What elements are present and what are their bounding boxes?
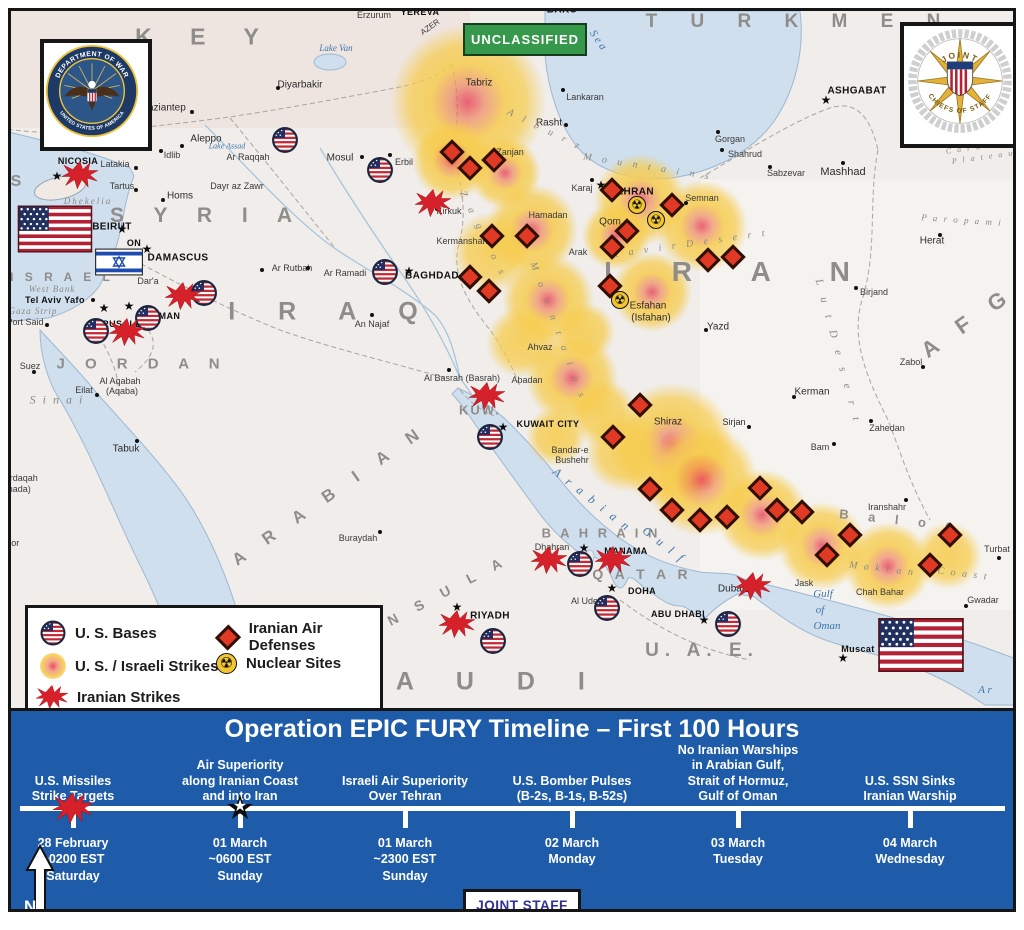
jcs-ring-top-text: JOINT — [939, 50, 978, 65]
timeline-tick — [907, 811, 913, 828]
timeline-event-label-line: Gulf of Oman — [698, 789, 778, 804]
timeline-tick — [402, 811, 408, 828]
timeline-event-date-line: ~0200 EST — [41, 852, 105, 867]
timeline-event-label-line: U.S. Missiles — [34, 773, 112, 788]
timeline-tick — [735, 811, 741, 828]
department-of-war-seal: DEPARTMENT OF WAR UNITED STATES OF AMERI… — [40, 39, 152, 151]
timeline-event-date: 01 March ~0600 EST Sunday — [209, 835, 272, 884]
timeline-event-date-line: ~0600 EST — [208, 852, 272, 867]
legend-label: Iranian Strikes — [77, 688, 181, 706]
timeline-event-date-line: 01 March — [377, 836, 433, 850]
unclassified-banner: UNCLASSIFIED — [463, 23, 587, 56]
timeline-event-date-line: Saturday — [46, 868, 100, 883]
timeline-title: Operation EPIC FURY Timeline – First 100… — [224, 715, 800, 743]
legend-label: Nuclear Sites — [246, 655, 342, 672]
timeline-event-label-line: No Iranian Warships — [677, 742, 799, 757]
timeline-event-date: 28 February ~0200 EST Saturday — [38, 835, 109, 884]
timeline-event-date-line: ~2300 EST — [373, 852, 437, 867]
timeline-panel: Operation EPIC FURY Timeline – First 100… — [11, 708, 1013, 912]
legend-item-air-defenses: Iranian Air Defenses — [214, 620, 380, 654]
legend-item-iranian-strikes: Iranian Strikes — [36, 684, 180, 708]
timeline-tick — [237, 811, 243, 828]
timeline-tick — [569, 811, 575, 828]
timeline-burst-icon — [53, 791, 93, 825]
stage: ErzurumYEREVABAKUT U R K M E NK E YLake … — [11, 11, 1013, 912]
timeline-tick — [70, 811, 76, 828]
timeline-event-date-line: Sunday — [382, 868, 428, 883]
us-base-icon — [40, 620, 66, 646]
map-geography — [11, 11, 1013, 706]
iranian-air-defense-icon — [214, 623, 241, 651]
iranian-strike-icon — [36, 684, 68, 708]
nuclear-site-icon: ☢ — [216, 653, 237, 674]
joint-chiefs-seal-icon: JOINT CHIEFS OF STAFF — [907, 28, 1013, 134]
timeline-event-label-line: Iranian Warship — [863, 789, 957, 804]
timeline-event-date: 01 March ~2300 EST Sunday — [374, 835, 437, 884]
timeline-event-date-line: Tuesday — [713, 852, 763, 867]
joint-chiefs-seal: JOINT CHIEFS OF STAFF — [900, 22, 1013, 148]
timeline-event-label-line: U.S. Bomber Pulses — [512, 773, 632, 788]
timeline-event-date: 04 March Wednesday — [875, 835, 944, 868]
legend-label: U. S. Bases — [75, 624, 157, 642]
department-of-war-seal-icon: DEPARTMENT OF WAR UNITED STATES OF AMERI… — [45, 44, 139, 138]
timeline-event-label-line: and into Iran — [202, 789, 278, 804]
timeline-event-label-line: U.S. SSN Sinks — [864, 773, 956, 788]
timeline-event-label-line: Israeli Air Superiority — [342, 773, 468, 788]
joint-staff-label: JOINT STAFF — [476, 897, 568, 912]
timeline-event-date: 03 March Tuesday — [711, 835, 765, 868]
timeline-event-date-line: 03 March — [710, 836, 766, 850]
timeline-event-label: U.S. Bomber Pulses (B-2s, B-1s, B-52s) — [513, 774, 632, 805]
map-area: ErzurumYEREVABAKUT U R K M E NK E YLake … — [11, 11, 1013, 708]
timeline-event-date-line: Wednesday — [875, 852, 945, 867]
timeline-event-date-line: Monday — [548, 852, 596, 867]
legend-item-us-bases: U. S. Bases — [40, 620, 157, 646]
timeline-star-icon: ★ — [224, 789, 256, 827]
timeline-event-label-line: Air Superiority — [196, 758, 284, 773]
timeline-event-label-line: along Iranian Coast — [182, 773, 298, 788]
timeline-event-date-line: 01 March — [212, 836, 268, 850]
map-legend: U. S. Bases U. S. / Israeli Strikes Iran… — [25, 605, 383, 708]
timeline-event-label: Israeli Air Superiority Over Tehran — [342, 774, 468, 805]
legend-item-us-israeli-strikes: U. S. / Israeli Strikes — [40, 653, 218, 679]
timeline-event-label: U.S. SSN Sinks Iranian Warship — [863, 774, 956, 805]
timeline-event-label-line: (B-2s, B-1s, B-52s) — [516, 789, 628, 804]
legend-label: U. S. / Israeli Strikes — [75, 657, 219, 675]
legend-label: Iranian Air Defenses — [248, 620, 323, 654]
timeline-event-label: No Iranian Warships in Arabian Gulf, Strai… — [678, 743, 798, 806]
timeline-event-date-line: Sunday — [217, 868, 263, 883]
joint-staff-badge: JOINT STAFF — [463, 889, 581, 912]
timeline-event-date-line: 28 February — [37, 836, 109, 850]
legend-item-nuclear-sites: ☢ Nuclear Sites — [216, 653, 341, 674]
timeline-event-date-line: 04 March — [882, 836, 938, 850]
timeline-event-label-line: in Arabian Gulf, — [691, 758, 785, 773]
timeline-axis — [20, 806, 1005, 811]
timeline-event-label-line: Strait of Hormuz, — [687, 773, 789, 788]
north-arrow-icon — [25, 844, 55, 909]
timeline-star-inner-icon: ★ — [232, 798, 248, 815]
timeline-event-date-line: 02 March — [544, 836, 600, 850]
us-israeli-strike-icon — [40, 653, 66, 679]
svg-text:JOINT: JOINT — [939, 50, 980, 65]
timeline-event-label: Air Superiority along Iranian Coast and in… — [182, 758, 298, 805]
timeline-event-label-line: Over Tehran — [368, 789, 442, 804]
timeline-event-date: 02 March Monday — [545, 835, 599, 868]
north-label: N — [24, 897, 37, 912]
map-frame: ErzurumYEREVABAKUT U R K M E NK E YLake … — [8, 8, 1016, 912]
